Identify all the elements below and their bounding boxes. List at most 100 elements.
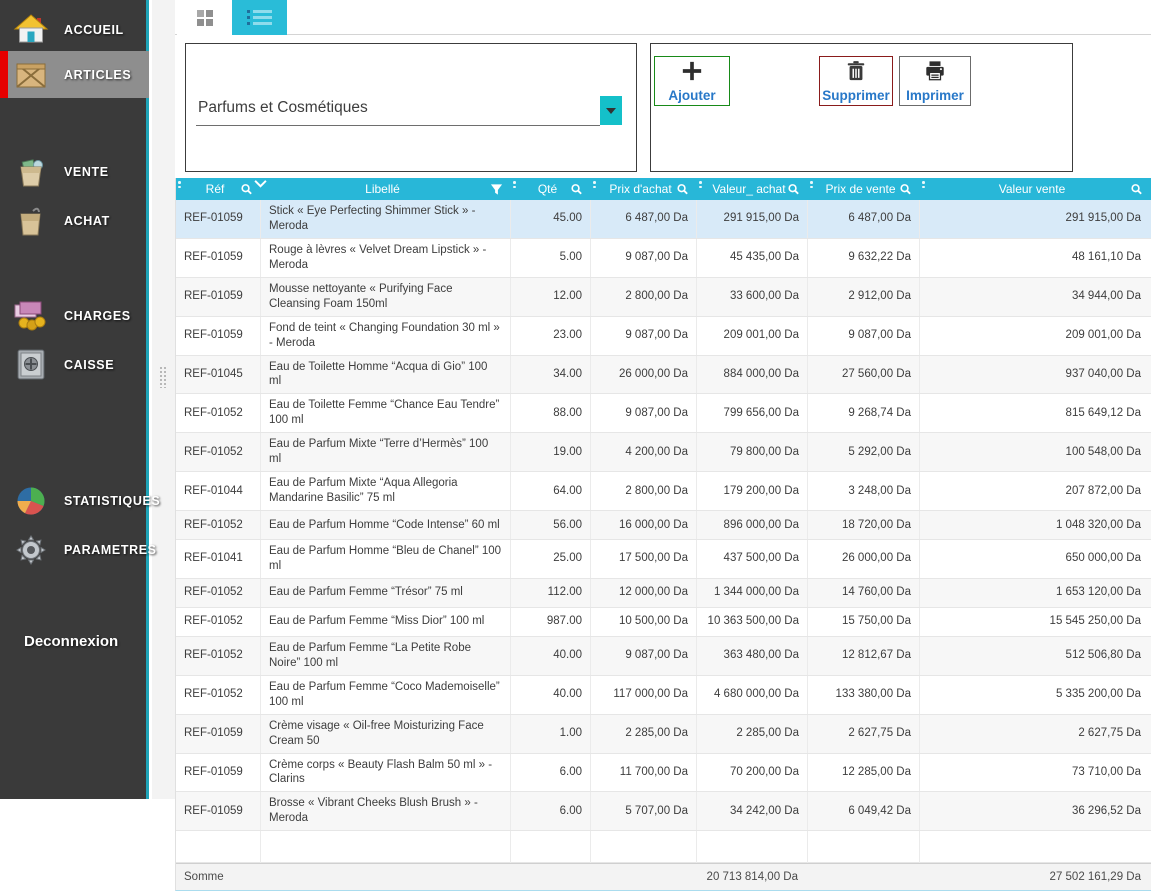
sidebar-item-statistiques[interactable]: STATISTIQUES xyxy=(0,477,149,524)
table-row[interactable]: REF-01059Brosse « Vibrant Cheeks Blush B… xyxy=(176,792,1151,831)
search-icon[interactable] xyxy=(787,183,800,196)
cell-prix-vente: 12 285,00 Da xyxy=(808,754,920,792)
column-resize-handle[interactable] xyxy=(593,181,596,188)
cell-valeur-vente: 48 161,10 Da xyxy=(920,239,1151,277)
table-row[interactable]: REF-01059Stick « Eye Perfecting Shimmer … xyxy=(176,200,1151,239)
logout-button[interactable]: Deconnexion xyxy=(24,633,118,650)
cell-libelle: Crème visage « Oil-free Moisturizing Fac… xyxy=(261,715,511,753)
cell-libelle: Eau de Parfum Mixte “Terre d’Hermès” 100… xyxy=(261,433,511,471)
column-resize-handle[interactable] xyxy=(513,181,516,188)
table-row[interactable]: REF-01052Eau de Parfum Femme “Miss Dior”… xyxy=(176,608,1151,637)
sale-bag-icon xyxy=(12,153,50,191)
cell-prix-achat: 12 000,00 Da xyxy=(591,579,697,607)
cell-valeur-vente: 2 627,75 Da xyxy=(920,715,1151,753)
table-summary-row: Somme 20 713 814,00 Da 27 502 161,29 Da xyxy=(176,863,1151,890)
splitter-grip-handle[interactable] xyxy=(159,366,168,388)
column-header-label: Valeur_ achat xyxy=(698,182,785,196)
table-row[interactable]: REF-01052Eau de Parfum Mixte “Terre d’He… xyxy=(176,433,1151,472)
sidebar-item-charges[interactable]: CHARGES xyxy=(0,292,149,339)
table-row[interactable]: REF-01052Eau de Parfum Femme “Trésor” 75… xyxy=(176,579,1151,608)
cell-valeur-vente: 15 545 250,00 Da xyxy=(920,608,1151,636)
search-icon[interactable] xyxy=(899,183,912,196)
column-header-libelle[interactable]: Libellé xyxy=(261,178,511,200)
cell-prix-achat: 26 000,00 Da xyxy=(591,356,697,394)
cell-libelle: Eau de Parfum Homme “Code Intense” 60 ml xyxy=(261,511,511,539)
sidebar-item-label: ACCUEIL xyxy=(64,23,124,37)
cell-ref: REF-01059 xyxy=(176,278,261,316)
delete-button-label: Supprimer xyxy=(822,88,890,103)
sidebar-item-vente[interactable]: VENTE xyxy=(0,148,149,195)
print-button[interactable]: Imprimer xyxy=(899,56,971,106)
cell-valeur-achat: 34 242,00 Da xyxy=(697,792,808,830)
search-icon[interactable] xyxy=(676,183,689,196)
cell-prix-achat: 6 487,00 Da xyxy=(591,200,697,238)
column-header-qte[interactable]: Qté xyxy=(511,178,591,200)
cell-valeur-vente: 36 296,52 Da xyxy=(920,792,1151,830)
cell-valeur-vente: 1 653 120,00 Da xyxy=(920,579,1151,607)
combo-dropdown-button[interactable] xyxy=(600,96,622,125)
column-resize-handle[interactable] xyxy=(178,181,181,188)
column-header-ref[interactable]: Réf xyxy=(176,178,261,200)
cell-valeur-vente: 34 944,00 Da xyxy=(920,278,1151,316)
table-empty-row[interactable] xyxy=(176,831,1151,863)
tab-list-view[interactable] xyxy=(232,0,287,35)
table-row[interactable]: REF-01059Crème visage « Oil-free Moistur… xyxy=(176,715,1151,754)
table-row[interactable]: REF-01052Eau de Parfum Femme “Coco Madem… xyxy=(176,676,1151,715)
cell-qte: 45.00 xyxy=(511,200,591,238)
cell-valeur-achat: 45 435,00 Da xyxy=(697,239,808,277)
table-row[interactable]: REF-01052Eau de Parfum Homme “Code Inten… xyxy=(176,511,1151,540)
sidebar-item-parametres[interactable]: PARAMETRES xyxy=(0,526,149,573)
tab-grid-view[interactable] xyxy=(177,0,232,35)
summary-valeur-vente: 27 502 161,29 Da xyxy=(920,864,1151,890)
column-resize-handle[interactable] xyxy=(810,181,813,188)
add-button[interactable]: Ajouter xyxy=(654,56,730,106)
column-header-label: Prix de vente xyxy=(811,182,895,196)
table-row[interactable]: REF-01052Eau de Toilette Femme “Chance E… xyxy=(176,394,1151,433)
sidebar-item-label: ACHAT xyxy=(64,214,110,228)
cell-valeur-vente: 1 048 320,00 Da xyxy=(920,511,1151,539)
cell-qte: 19.00 xyxy=(511,433,591,471)
cell-prix-vente: 27 560,00 Da xyxy=(808,356,920,394)
cell-libelle: Eau de Parfum Femme “Trésor” 75 ml xyxy=(261,579,511,607)
gear-icon xyxy=(12,531,50,569)
cell-qte: 6.00 xyxy=(511,792,591,830)
plus-icon xyxy=(681,60,703,87)
column-header-valeur-vente[interactable]: Valeur vente xyxy=(920,178,1151,200)
sidebar: PARAMETRESSTATISTIQUES CAISSE CHARGES ACHAT… xyxy=(0,0,149,799)
column-header-valeur-achat[interactable]: Valeur_ achat xyxy=(697,178,808,200)
delete-button[interactable]: Supprimer xyxy=(819,56,893,106)
sidebar-item-label: CHARGES xyxy=(64,309,131,323)
table-row[interactable]: REF-01059Mousse nettoyante « Purifying F… xyxy=(176,278,1151,317)
cell-valeur-achat: 4 680 000,00 Da xyxy=(697,676,808,714)
column-resize-handle[interactable] xyxy=(922,181,925,188)
sidebar-item-articles[interactable]: ARTICLES xyxy=(0,51,149,98)
sidebar-item-achat[interactable]: ACHAT xyxy=(0,197,149,244)
table-row[interactable]: REF-01041Eau de Parfum Homme “Bleu de Ch… xyxy=(176,540,1151,579)
cell-valeur-achat: 363 480,00 Da xyxy=(697,637,808,675)
column-header-prix-achat[interactable]: Prix d'achat xyxy=(591,178,697,200)
search-icon[interactable] xyxy=(1130,183,1143,196)
filter-icon[interactable] xyxy=(490,183,503,196)
cell-prix-achat: 16 000,00 Da xyxy=(591,511,697,539)
table-row[interactable]: REF-01052Eau de Parfum Femme “La Petite … xyxy=(176,637,1151,676)
category-combobox[interactable]: Parfums et Cosmétiques xyxy=(196,94,600,126)
table-row[interactable]: REF-01045Eau de Toilette Homme “Acqua di… xyxy=(176,356,1151,395)
table-row[interactable]: REF-01059Crème corps « Beauty Flash Balm… xyxy=(176,754,1151,793)
cell-qte: 64.00 xyxy=(511,472,591,510)
category-groupbox: Parfums et Cosmétiques xyxy=(185,43,637,172)
search-icon[interactable] xyxy=(570,183,583,196)
home-icon xyxy=(12,11,50,49)
table-row[interactable]: REF-01059Rouge à lèvres « Velvet Dream L… xyxy=(176,239,1151,278)
cell-qte: 987.00 xyxy=(511,608,591,636)
column-resize-handle[interactable] xyxy=(699,181,702,188)
search-icon[interactable] xyxy=(240,183,253,196)
table-row[interactable]: REF-01059Fond de teint « Changing Founda… xyxy=(176,317,1151,356)
sidebar-item-caisse[interactable]: CAISSE xyxy=(0,341,149,388)
sidebar-item-accueil[interactable]: ACCUEIL xyxy=(0,6,149,53)
cell-valeur-achat: 10 363 500,00 Da xyxy=(697,608,808,636)
cell-valeur-vente: 512 506,80 Da xyxy=(920,637,1151,675)
cell-ref: REF-01045 xyxy=(176,356,261,394)
cell-prix-vente: 9 087,00 Da xyxy=(808,317,920,355)
column-header-prix-vente[interactable]: Prix de vente xyxy=(808,178,920,200)
table-row[interactable]: REF-01044Eau de Parfum Mixte “Aqua Alleg… xyxy=(176,472,1151,511)
